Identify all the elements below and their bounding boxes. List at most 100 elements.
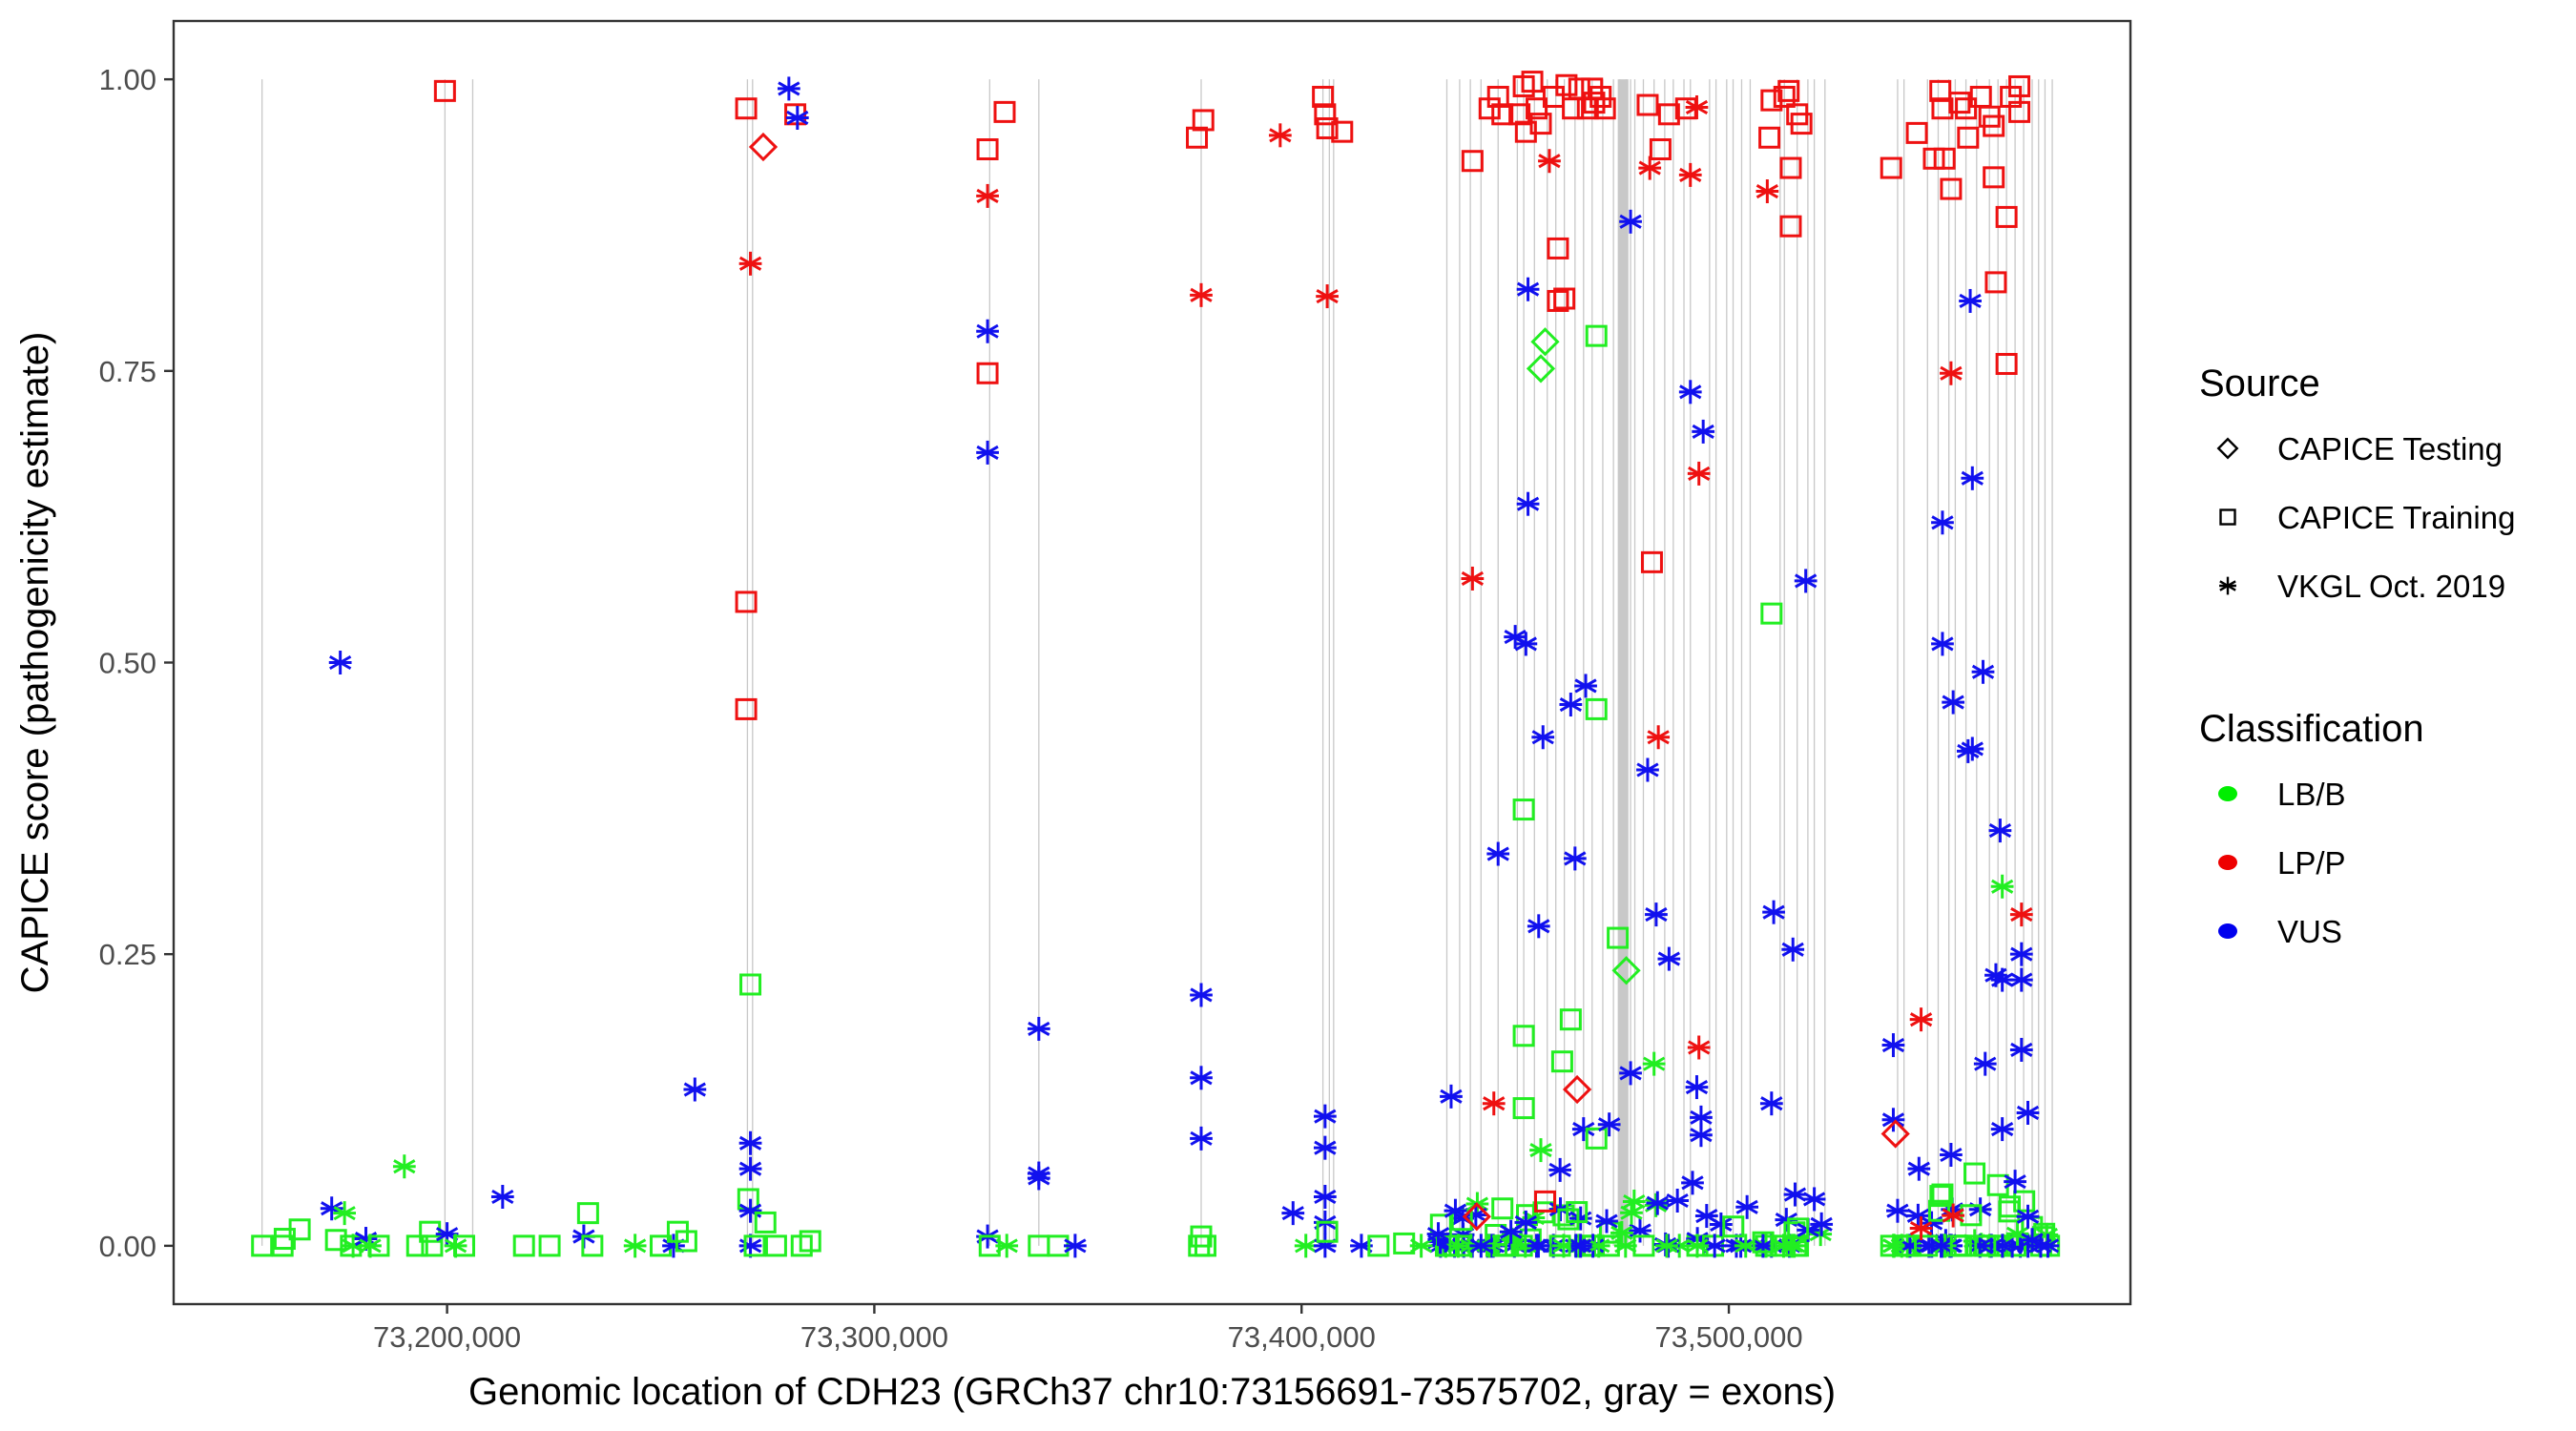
data-point <box>1508 103 1531 126</box>
data-point <box>1773 85 1796 108</box>
data-point <box>1313 1135 1337 1160</box>
data-point <box>1929 79 1952 102</box>
data-point <box>328 651 352 674</box>
data-point <box>1064 1234 1087 1258</box>
data-point <box>2008 74 2031 97</box>
data-point <box>1933 147 1956 170</box>
data-point <box>1294 1234 1318 1258</box>
data-point <box>1984 271 2007 294</box>
data-point <box>1632 1234 1655 1257</box>
data-point <box>1548 1157 1572 1182</box>
data-point <box>1512 798 1535 821</box>
data-point <box>1779 156 1802 179</box>
data-point <box>1636 757 1659 782</box>
data-point <box>1571 1117 1595 1142</box>
data-point <box>1685 1075 1709 1100</box>
data-point <box>1316 1220 1339 1243</box>
data-point <box>1553 287 1576 310</box>
data-point <box>738 1234 762 1258</box>
data-point <box>1961 736 1984 761</box>
data-point <box>1190 983 1213 1007</box>
data-point <box>1940 177 1963 200</box>
data-point <box>1440 1084 1463 1109</box>
data-point <box>1027 1016 1050 1041</box>
legend-source-item: CAPICE Testing <box>2216 431 2503 467</box>
data-point <box>1593 97 1616 120</box>
data-point <box>1678 162 1702 187</box>
data-point <box>799 1230 821 1253</box>
data-point <box>1190 1126 1213 1151</box>
data-point <box>738 1130 762 1155</box>
x-axis-title: Genomic location of CDH23 (GRCh37 chr10:… <box>468 1371 1836 1413</box>
data-point <box>1787 1217 1810 1240</box>
data-point <box>1657 946 1681 971</box>
data-point <box>1563 846 1587 871</box>
data-point <box>675 1230 697 1253</box>
legend-source-title: Source <box>2199 363 2320 404</box>
legend-color-dot-icon <box>2218 923 2237 939</box>
data-point <box>1527 1234 1550 1258</box>
data-point <box>1931 632 1954 656</box>
data-point <box>735 697 758 720</box>
data-point <box>1568 1234 1592 1258</box>
data-point <box>453 1234 476 1257</box>
data-point <box>1314 103 1337 126</box>
data-point <box>1957 126 1980 149</box>
data-point <box>1585 1127 1608 1150</box>
data-point <box>1622 1189 1646 1213</box>
data-point <box>1595 1209 1618 1234</box>
y-tick-label: 0.50 <box>99 647 156 680</box>
data-point <box>1491 103 1514 126</box>
data-point <box>1990 1117 2014 1142</box>
data-point <box>333 1201 357 1226</box>
data-point <box>1574 674 1597 698</box>
data-point <box>1462 1202 1491 1232</box>
data-point <box>1931 97 1954 120</box>
data-point <box>1027 1166 1050 1191</box>
data-point <box>2029 1234 2052 1258</box>
data-point <box>735 97 758 120</box>
data-point <box>1810 1212 1834 1236</box>
data-point <box>1611 956 1641 985</box>
data-point <box>1529 1138 1552 1163</box>
data-point <box>1686 1234 1709 1258</box>
data-point <box>1636 93 1659 116</box>
data-point <box>1758 126 1781 149</box>
data-point <box>1527 914 1550 939</box>
data-point <box>1690 1105 1713 1130</box>
data-point <box>392 1154 416 1179</box>
data-point <box>1928 1199 1951 1222</box>
data-point <box>1469 1234 1493 1258</box>
exon-block <box>1617 79 1629 1246</box>
data-point <box>1963 1162 1986 1185</box>
data-point <box>735 591 758 613</box>
data-point <box>419 1220 442 1243</box>
data-point <box>1461 150 1484 173</box>
data-point <box>1974 1234 1997 1257</box>
data-point <box>1531 725 1555 750</box>
data-point <box>490 1185 514 1210</box>
data-point <box>777 76 800 101</box>
data-point <box>1995 205 2018 228</box>
data-point <box>1905 121 1928 144</box>
data-point <box>1562 1074 1592 1105</box>
data-point <box>1312 85 1335 108</box>
data-point <box>1906 1203 1930 1228</box>
data-point <box>785 105 809 130</box>
legend-class-item: VUS <box>2218 914 2342 949</box>
legend: Source CAPICE Testing CAPICE Training VKGL… <box>2199 363 2515 949</box>
data-point <box>1547 289 1569 312</box>
data-point <box>1547 237 1569 259</box>
y-axis-title: CAPICE score (pathogenicity estimate) <box>14 332 56 994</box>
legend-label: CAPICE Testing <box>2277 431 2503 467</box>
data-point <box>1973 1051 1997 1076</box>
data-point <box>1690 1123 1713 1148</box>
data-point <box>1461 566 1485 591</box>
data-point <box>1760 602 1783 625</box>
data-point <box>764 1234 787 1257</box>
x-tick-label: 73,300,000 <box>800 1320 948 1354</box>
data-point <box>1709 1212 1733 1236</box>
data-point <box>1929 1234 1953 1258</box>
data-point <box>1790 113 1813 135</box>
